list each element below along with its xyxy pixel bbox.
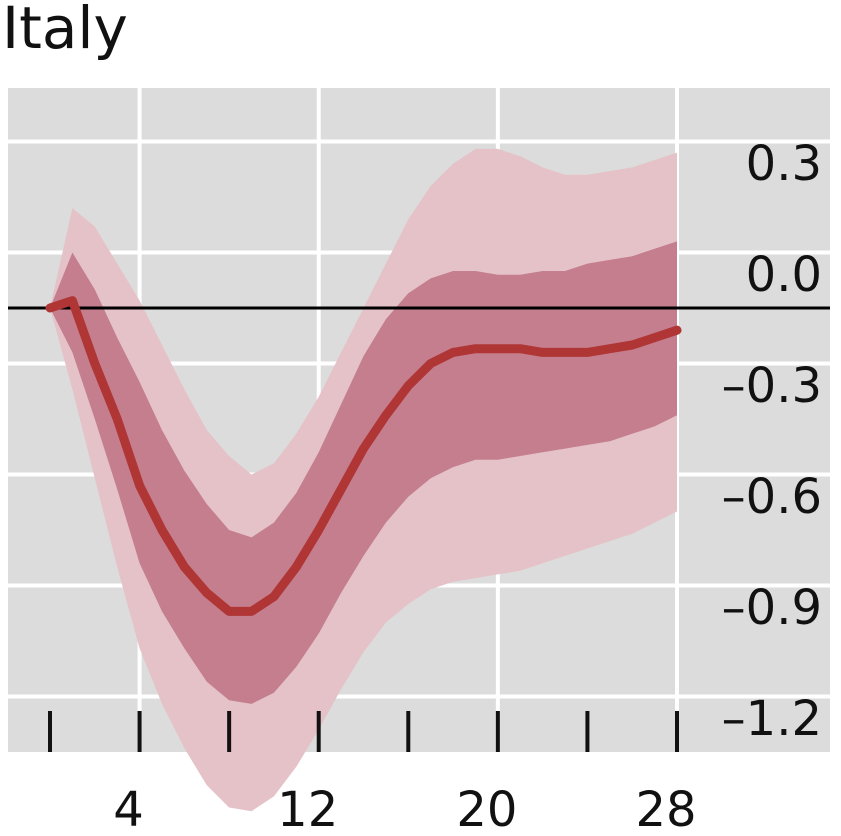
y-tick-label: –1.2 xyxy=(722,691,822,747)
x-tick-label: 12 xyxy=(277,782,338,836)
y-tick-label: 0.0 xyxy=(746,247,822,303)
y-tick-label: 0.3 xyxy=(746,136,822,192)
x-tick-label: 4 xyxy=(113,782,144,836)
x-tick-label: 20 xyxy=(456,782,517,836)
y-tick-label: –0.3 xyxy=(722,358,822,414)
chart-title: Italy xyxy=(2,0,128,62)
x-tick-label: 28 xyxy=(635,782,696,836)
y-tick-label: –0.9 xyxy=(722,580,822,636)
y-tick-labels: 0.3 0.0 –0.3 –0.6 –0.9 –1.2 xyxy=(722,136,822,747)
median-response-line xyxy=(45,296,682,616)
x-tick-marks xyxy=(48,711,679,752)
y-tick-label: –0.6 xyxy=(722,469,822,525)
x-tick-labels: 4 12 20 28 xyxy=(113,782,696,836)
